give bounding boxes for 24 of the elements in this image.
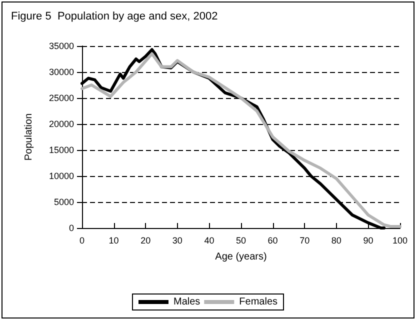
y-axis-title: Population	[24, 113, 34, 161]
x-tick-label: 70	[300, 236, 310, 246]
chart-title: Figure 5 Population by age and sex, 2002	[11, 10, 218, 22]
legend-label: Females	[239, 296, 278, 308]
y-tick-label: 35000	[48, 41, 74, 51]
y-tick-label: 30000	[48, 67, 74, 77]
x-tick-label: 40	[204, 236, 214, 246]
y-tick-label: 15000	[48, 145, 74, 155]
y-tick-label: 25000	[48, 93, 74, 103]
x-tick-label: 20	[140, 236, 151, 246]
x-tick-label: 50	[236, 236, 246, 246]
legend-label: Males	[173, 296, 200, 308]
x-tick-label: 60	[268, 236, 278, 246]
x-tick-label: 0	[79, 236, 85, 246]
x-tick-label: 30	[172, 236, 182, 246]
x-axis-title: Age (years)	[215, 252, 267, 262]
y-tick-label: 20000	[48, 119, 74, 129]
x-tick-label: 80	[331, 236, 342, 246]
x-tick-label: 90	[363, 236, 374, 246]
x-tick-label: 100	[392, 236, 408, 246]
x-tick-label: 10	[108, 236, 119, 246]
y-tick-label: 10000	[48, 171, 74, 181]
y-tick-label: 0	[68, 223, 74, 233]
y-tick-label: 5000	[54, 197, 74, 207]
